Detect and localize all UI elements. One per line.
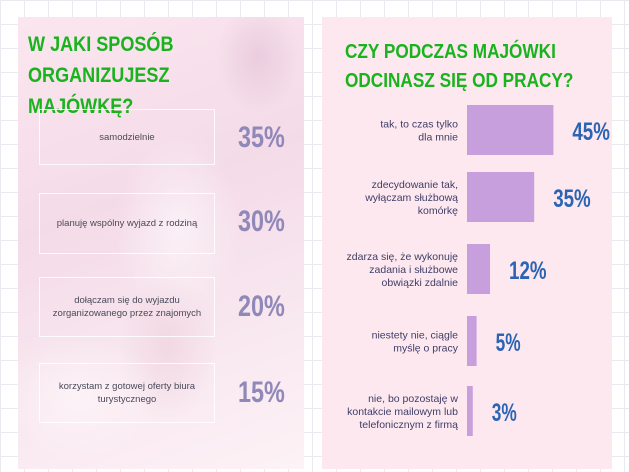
option-box: dołączam się do wyjazdu zorganizowanego … <box>39 277 215 337</box>
right-title: CZY PODCZAS MAJÓWKI ODCINASZ SIĘ OD PRAC… <box>345 38 577 96</box>
value-label: 12% <box>509 257 547 285</box>
option-percent: 35% <box>238 121 285 154</box>
bar <box>467 316 477 366</box>
value-label: 3% <box>492 399 517 427</box>
left-title: W JAKI SPOSÓB ORGANIZUJESZ MAJÓWKĘ? <box>28 29 269 122</box>
category-label: nie, bo pozostaję w kontakcie mailowym lu… <box>347 393 458 431</box>
right-title-line1: CZY PODCZAS MAJÓWKI <box>345 41 556 63</box>
bar <box>467 172 535 222</box>
background-photo <box>18 17 304 469</box>
option-box: korzystam z gotowej oferty biura turysty… <box>39 363 215 423</box>
option-label: dołączam się do wyjazdu zorganizowanego … <box>52 295 202 319</box>
bar <box>467 105 554 155</box>
value-label: 5% <box>496 329 521 357</box>
category-label: zdecydowanie tak, wyłączam służbową komórk… <box>364 179 458 217</box>
option-percent: 30% <box>238 205 285 238</box>
category-label: tak, to czas tylko dla mnie <box>380 119 458 144</box>
right-title-line2: ODCINASZ SIĘ OD PRACY? <box>345 70 574 92</box>
left-title-line2: MAJÓWKĘ? <box>28 95 134 118</box>
value-label: 35% <box>553 185 591 213</box>
option-label: korzystam z gotowej oferty biura turysty… <box>58 381 196 405</box>
option-percent: 20% <box>238 290 285 323</box>
category-label: niestety nie, ciągle myślę o pracy <box>372 330 459 355</box>
option-percent: 15% <box>238 376 285 409</box>
bar <box>467 386 473 436</box>
left-panel <box>18 17 304 469</box>
option-label: planuję wspólny wyjazd z rodziną <box>56 218 198 229</box>
option-label: samodzielnie <box>99 131 155 143</box>
category-label: zdarza się, że wykonuję zadania i służbow… <box>347 251 459 289</box>
bar <box>467 244 491 294</box>
value-label: 45% <box>572 118 610 146</box>
option-box: samodzielnie <box>39 109 215 165</box>
left-title-line1: W JAKI SPOSÓB ORGANIZUJESZ <box>28 33 174 87</box>
option-box: planuję wspólny wyjazd z rodziną <box>39 193 215 254</box>
